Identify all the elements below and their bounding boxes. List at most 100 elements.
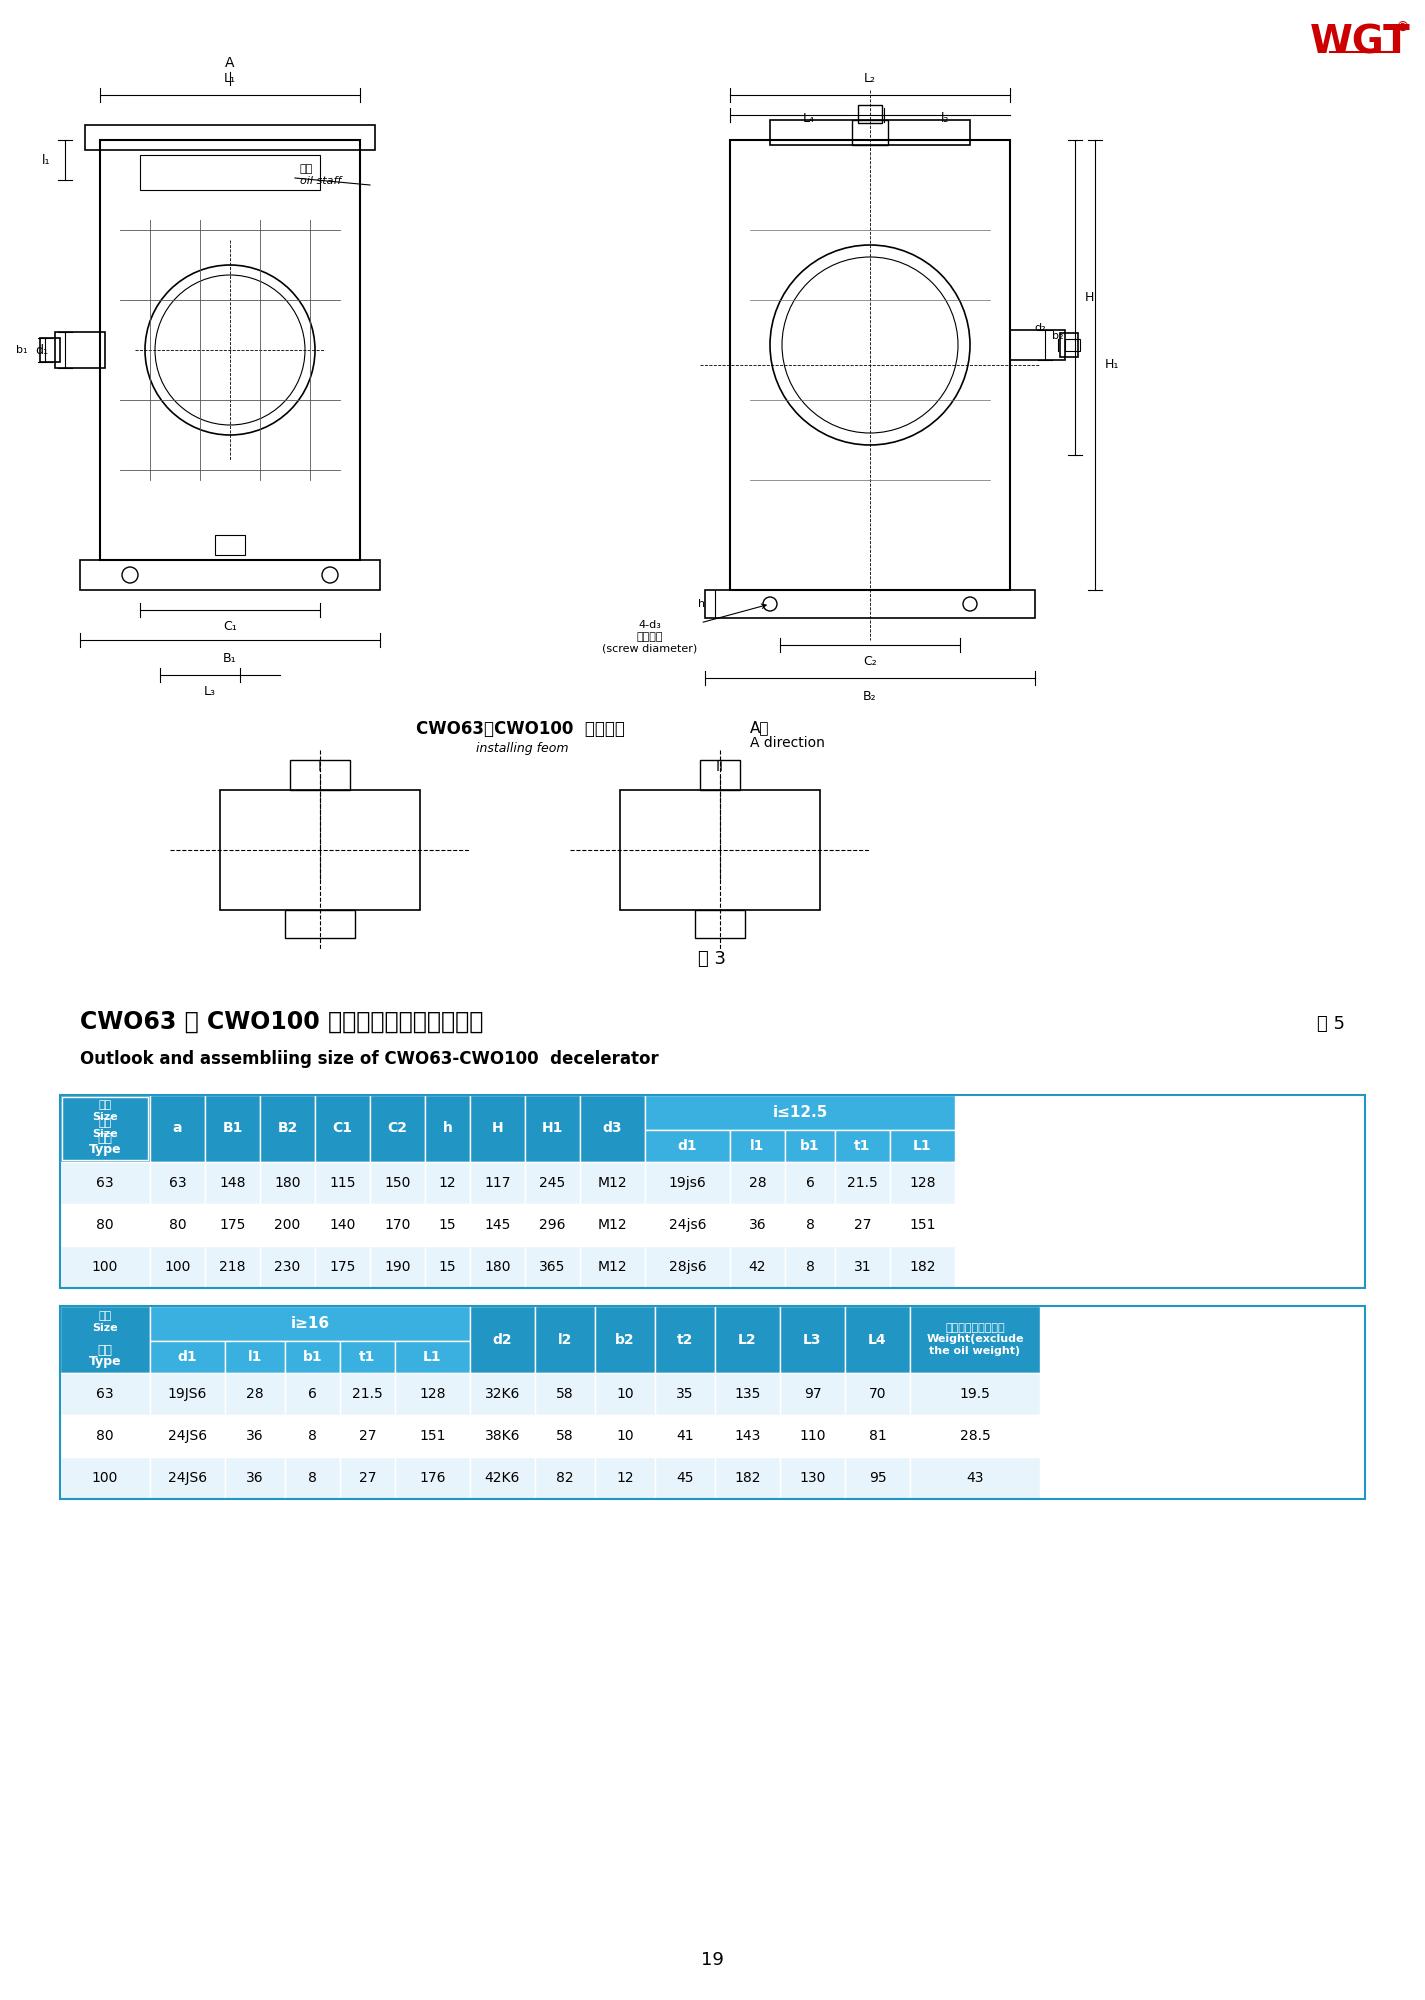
Text: 12: 12 bbox=[439, 1176, 456, 1190]
Bar bbox=[730, 1204, 785, 1246]
Bar bbox=[425, 1246, 470, 1288]
Text: l1: l1 bbox=[248, 1350, 262, 1364]
Text: 58: 58 bbox=[556, 1388, 574, 1400]
Text: a: a bbox=[172, 1122, 182, 1136]
Bar bbox=[845, 1372, 911, 1416]
Bar bbox=[60, 1372, 150, 1416]
Text: 6: 6 bbox=[308, 1388, 316, 1400]
Bar bbox=[845, 1416, 911, 1456]
Bar bbox=[845, 1306, 911, 1372]
Text: 100: 100 bbox=[91, 1472, 118, 1484]
Text: L1: L1 bbox=[913, 1140, 932, 1152]
Bar bbox=[835, 1130, 891, 1162]
Text: 28: 28 bbox=[247, 1388, 264, 1400]
Text: h: h bbox=[698, 600, 705, 608]
Bar bbox=[150, 1096, 205, 1162]
Text: Type: Type bbox=[88, 1144, 121, 1156]
Bar bbox=[470, 1162, 524, 1204]
Text: 41: 41 bbox=[677, 1428, 694, 1444]
Bar bbox=[370, 1246, 425, 1288]
Bar bbox=[656, 1372, 715, 1416]
Text: 81: 81 bbox=[869, 1428, 886, 1444]
Text: b1: b1 bbox=[801, 1140, 819, 1152]
Bar bbox=[1064, 338, 1080, 352]
Text: 115: 115 bbox=[329, 1176, 356, 1190]
Text: d3: d3 bbox=[603, 1122, 623, 1136]
Text: 图 3: 图 3 bbox=[698, 950, 725, 968]
Text: 130: 130 bbox=[799, 1472, 825, 1484]
Bar bbox=[150, 1204, 205, 1246]
Bar bbox=[150, 1306, 470, 1340]
Text: 重量（不包括油重）
Weight(exclude
the oil weight): 重量（不包括油重） Weight(exclude the oil weight) bbox=[926, 1322, 1023, 1356]
Text: 28.5: 28.5 bbox=[959, 1428, 990, 1444]
Bar bbox=[341, 1416, 395, 1456]
Text: H1: H1 bbox=[542, 1122, 563, 1136]
Bar bbox=[285, 1456, 341, 1500]
Text: 100: 100 bbox=[91, 1260, 118, 1274]
Text: 63: 63 bbox=[95, 1176, 114, 1190]
Bar bbox=[911, 1456, 1040, 1500]
Text: i≥16: i≥16 bbox=[291, 1316, 329, 1332]
Text: d2: d2 bbox=[493, 1332, 513, 1346]
Text: Outlook and assembliing size of CWO63-CWO100  decelerator: Outlook and assembliing size of CWO63-CW… bbox=[80, 1050, 658, 1068]
Bar bbox=[315, 1162, 370, 1204]
Text: 70: 70 bbox=[869, 1388, 886, 1400]
Text: l1: l1 bbox=[751, 1140, 765, 1152]
Bar bbox=[646, 1246, 730, 1288]
Text: L₃: L₃ bbox=[204, 684, 217, 698]
Bar bbox=[891, 1130, 955, 1162]
Text: 6: 6 bbox=[805, 1176, 815, 1190]
Bar bbox=[1060, 332, 1077, 356]
Bar bbox=[779, 1372, 845, 1416]
Text: 27: 27 bbox=[854, 1218, 871, 1232]
Text: 24JS6: 24JS6 bbox=[168, 1428, 207, 1444]
Bar bbox=[1010, 330, 1064, 360]
Text: 143: 143 bbox=[734, 1428, 761, 1444]
Bar bbox=[470, 1096, 524, 1162]
Text: 24js6: 24js6 bbox=[668, 1218, 707, 1232]
Text: 190: 190 bbox=[385, 1260, 410, 1274]
Text: 4-d₃
螺栓直径
(screw diameter): 4-d₃ 螺栓直径 (screw diameter) bbox=[603, 604, 767, 654]
Bar bbox=[259, 1096, 315, 1162]
Text: I: I bbox=[318, 760, 322, 774]
Text: 表 5: 表 5 bbox=[1317, 1016, 1345, 1032]
Bar bbox=[259, 1204, 315, 1246]
Text: 180: 180 bbox=[485, 1260, 510, 1274]
Text: 19: 19 bbox=[701, 1952, 724, 1968]
Bar bbox=[534, 1306, 596, 1372]
Bar bbox=[425, 1162, 470, 1204]
Text: 32K6: 32K6 bbox=[485, 1388, 520, 1400]
Text: CWO63 ～ CWO100 型减速器外形及安装尺寸: CWO63 ～ CWO100 型减速器外形及安装尺寸 bbox=[80, 1010, 483, 1034]
Bar bbox=[785, 1162, 835, 1204]
Bar bbox=[596, 1416, 656, 1456]
Bar bbox=[646, 1162, 730, 1204]
Text: 95: 95 bbox=[869, 1472, 886, 1484]
Text: 63: 63 bbox=[95, 1388, 114, 1400]
Text: b1: b1 bbox=[302, 1350, 322, 1364]
Text: H₁: H₁ bbox=[1104, 358, 1120, 372]
Bar bbox=[205, 1204, 259, 1246]
Bar bbox=[656, 1416, 715, 1456]
Bar bbox=[596, 1456, 656, 1500]
Text: i≤12.5: i≤12.5 bbox=[772, 1104, 828, 1120]
Bar bbox=[524, 1162, 580, 1204]
Text: Type: Type bbox=[88, 1354, 121, 1368]
Bar bbox=[596, 1306, 656, 1372]
Text: b2: b2 bbox=[616, 1332, 634, 1346]
Text: 27: 27 bbox=[359, 1472, 376, 1484]
Bar bbox=[646, 1204, 730, 1246]
Text: L₂: L₂ bbox=[864, 72, 876, 84]
Text: M12: M12 bbox=[597, 1218, 627, 1232]
Text: 8: 8 bbox=[805, 1260, 815, 1274]
Bar bbox=[779, 1306, 845, 1372]
Text: 80: 80 bbox=[168, 1218, 187, 1232]
Text: C₁: C₁ bbox=[224, 620, 237, 632]
Bar bbox=[911, 1372, 1040, 1416]
Text: 35: 35 bbox=[677, 1388, 694, 1400]
Bar bbox=[835, 1246, 891, 1288]
Bar bbox=[580, 1246, 646, 1288]
Text: L₄: L₄ bbox=[802, 112, 815, 124]
Bar bbox=[40, 338, 60, 362]
Bar bbox=[705, 590, 1035, 618]
Text: 24JS6: 24JS6 bbox=[168, 1472, 207, 1484]
